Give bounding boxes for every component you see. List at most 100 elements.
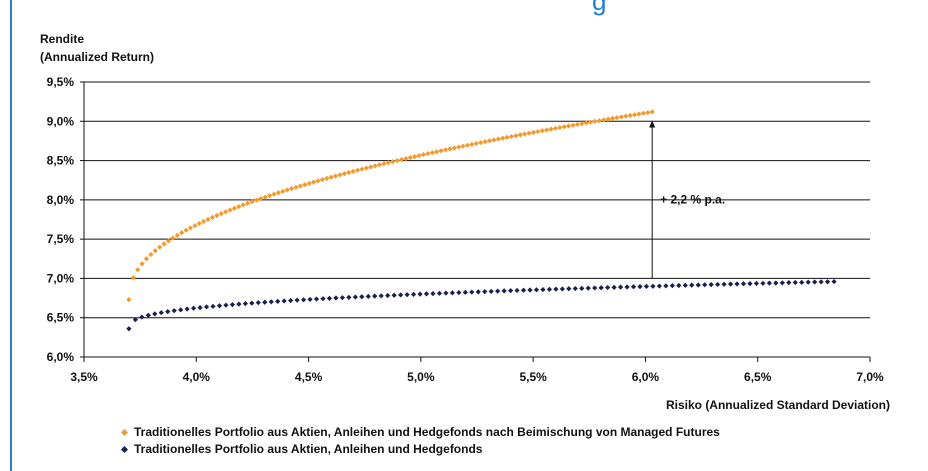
data-point-managed-futures (209, 214, 216, 220)
data-point-traditional (540, 286, 546, 293)
data-point-traditional (313, 296, 320, 302)
data-point-traditional (223, 302, 229, 308)
data-point-managed-futures (495, 136, 501, 142)
data-point-managed-futures (170, 235, 176, 241)
y-axis-label-line1: Rendite (40, 32, 85, 46)
data-point-managed-futures (588, 119, 594, 125)
legend-item-managed-futures: Traditionelles Portfolio aus Aktien, Anl… (120, 424, 720, 441)
data-point-managed-futures (227, 207, 233, 213)
data-point-managed-futures (601, 117, 607, 123)
data-point-managed-futures (561, 124, 567, 130)
data-point-managed-futures (354, 167, 361, 173)
data-point-traditional (663, 283, 669, 289)
data-point-managed-futures (218, 211, 224, 217)
data-point-managed-futures (636, 111, 642, 117)
data-point-managed-futures (416, 153, 422, 159)
data-point-managed-futures (262, 194, 268, 200)
data-point-managed-futures (513, 133, 519, 139)
data-point-traditional (307, 296, 313, 303)
data-point-managed-futures (482, 139, 488, 145)
data-point-managed-futures (500, 135, 506, 141)
data-point-traditional (650, 283, 656, 289)
data-point-traditional (669, 283, 675, 289)
data-point-traditional (760, 280, 766, 286)
data-point-traditional (501, 288, 507, 294)
data-point-managed-futures (231, 205, 238, 211)
data-point-traditional (766, 280, 772, 286)
legend-label-managed-futures: Traditionelles Portfolio aus Aktien, Anl… (134, 425, 720, 439)
data-point-traditional (475, 289, 481, 295)
data-point-managed-futures (280, 188, 286, 194)
legend-item-traditional: Traditionelles Portfolio aus Aktien, Anl… (120, 441, 720, 458)
data-point-managed-futures (161, 241, 167, 247)
data-point-managed-futures (486, 138, 493, 144)
data-point-managed-futures (570, 122, 576, 128)
data-point-traditional (300, 297, 307, 303)
data-point-traditional (294, 297, 300, 303)
data-point-traditional (132, 316, 138, 323)
data-point-traditional (727, 281, 734, 287)
data-point-managed-futures (183, 227, 189, 233)
data-point-managed-futures (517, 132, 523, 138)
annotation-label: + 2,2 % p.a. (660, 192, 725, 206)
data-point-traditional (799, 279, 805, 285)
data-point-traditional (579, 285, 585, 291)
data-point-traditional (184, 306, 190, 312)
data-point-managed-futures (302, 182, 308, 188)
data-point-managed-futures (328, 174, 334, 180)
data-point-traditional (598, 285, 604, 291)
data-point-traditional (139, 314, 145, 320)
data-point-traditional (152, 311, 158, 317)
legend-marker-orange-diamond (120, 428, 129, 437)
data-point-traditional (831, 278, 837, 285)
data-point-traditional (488, 288, 494, 294)
data-point-managed-futures (157, 244, 163, 250)
data-point-managed-futures (350, 168, 356, 174)
data-point-traditional (268, 299, 274, 305)
data-point-managed-futures (319, 177, 325, 183)
data-point-traditional (708, 282, 714, 288)
data-point-managed-futures (236, 203, 242, 210)
data-point-traditional (216, 303, 223, 309)
data-point-traditional (812, 279, 818, 285)
data-point-traditional (404, 292, 410, 298)
y-axis-label-line2: (Annualized Return) (40, 50, 154, 64)
data-point-traditional (229, 302, 236, 308)
data-point-traditional (572, 285, 578, 292)
data-point-managed-futures (451, 145, 457, 151)
data-point-traditional (682, 282, 688, 288)
data-point-managed-futures (249, 199, 255, 205)
data-point-managed-futures (618, 114, 624, 120)
data-point-managed-futures (429, 150, 435, 156)
data-point-managed-futures (447, 146, 453, 152)
data-point-managed-futures (640, 110, 646, 116)
y-tick-label: 8,0% (47, 193, 75, 207)
data-point-managed-futures (297, 183, 304, 189)
data-point-managed-futures (398, 157, 405, 163)
data-point-managed-futures (359, 166, 365, 172)
data-point-managed-futures (139, 261, 145, 267)
data-point-traditional (482, 289, 488, 295)
data-point-managed-futures (508, 133, 515, 140)
chart-title-fragment: g (592, 0, 607, 16)
data-point-managed-futures (152, 248, 158, 254)
data-point-traditional (443, 290, 449, 296)
data-point-managed-futures (544, 127, 550, 133)
data-point-managed-futures (504, 134, 510, 140)
x-tick-label: 3,5% (70, 370, 98, 384)
data-point-traditional (805, 279, 811, 285)
data-point-managed-futures (403, 155, 409, 162)
data-point-managed-futures (614, 115, 620, 121)
y-tick-label: 9,5% (47, 75, 75, 89)
data-point-traditional (611, 284, 617, 290)
data-point-managed-futures (267, 193, 273, 199)
x-tick-label: 4,0% (183, 370, 211, 384)
data-point-managed-futures (394, 158, 400, 164)
data-point-traditional (391, 292, 397, 298)
data-point-managed-futures (214, 212, 220, 219)
data-point-managed-futures (293, 184, 299, 190)
data-point-traditional (359, 294, 365, 300)
data-point-traditional (255, 300, 261, 306)
y-tick-label: 7,0% (47, 271, 75, 285)
data-point-managed-futures (491, 137, 497, 143)
